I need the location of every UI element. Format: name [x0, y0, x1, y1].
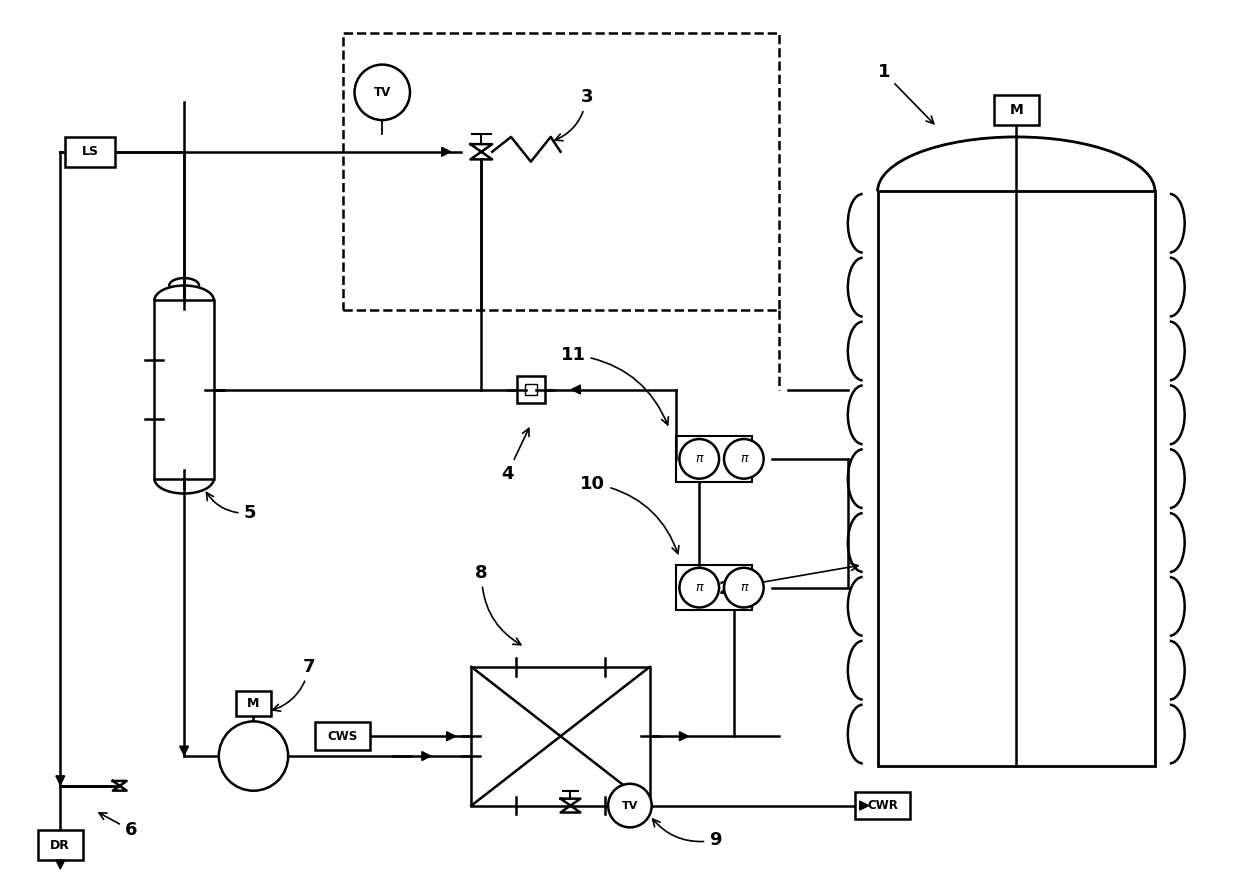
Text: 7: 7: [273, 658, 315, 711]
Bar: [66, 137, 115, 166]
Bar: [677, 565, 751, 611]
Text: M: M: [1009, 103, 1023, 117]
Bar: [342, 33, 779, 310]
Polygon shape: [422, 751, 430, 760]
Bar: [155, 300, 213, 478]
Polygon shape: [56, 860, 64, 869]
Bar: [471, 667, 650, 805]
Bar: [525, 383, 537, 396]
Circle shape: [218, 721, 288, 790]
Bar: [38, 830, 83, 860]
Text: 10: 10: [580, 475, 680, 554]
Bar: [677, 436, 751, 482]
Bar: [856, 792, 910, 820]
Polygon shape: [446, 732, 455, 741]
Polygon shape: [859, 801, 869, 810]
Text: TV: TV: [373, 86, 391, 99]
Text: DR: DR: [51, 838, 71, 852]
Circle shape: [608, 784, 652, 828]
Text: CWR: CWR: [867, 799, 898, 812]
Polygon shape: [572, 385, 580, 394]
Text: 5: 5: [206, 493, 257, 523]
Text: 9: 9: [652, 819, 722, 849]
Text: CWS: CWS: [327, 730, 358, 742]
Text: π: π: [696, 581, 703, 594]
Text: 8: 8: [475, 564, 521, 645]
Text: 1: 1: [878, 63, 934, 124]
Circle shape: [724, 568, 764, 607]
Text: π: π: [696, 453, 703, 465]
Bar: [878, 191, 1154, 766]
Circle shape: [724, 439, 764, 478]
Text: M: M: [247, 697, 259, 710]
Text: TV: TV: [621, 801, 639, 811]
Bar: [315, 723, 370, 750]
Text: 11: 11: [560, 346, 668, 425]
Bar: [236, 691, 270, 716]
Text: LS: LS: [82, 145, 98, 158]
Text: 4: 4: [501, 428, 529, 483]
Polygon shape: [680, 732, 688, 741]
Polygon shape: [180, 746, 188, 755]
Circle shape: [680, 439, 719, 478]
Text: π: π: [740, 581, 748, 594]
Circle shape: [680, 568, 719, 607]
Text: 6: 6: [99, 813, 138, 839]
Bar: [994, 95, 1039, 125]
Circle shape: [355, 65, 410, 120]
Text: 2: 2: [719, 564, 858, 597]
Text: 3: 3: [556, 88, 593, 140]
Text: π: π: [740, 453, 748, 465]
Bar: [517, 376, 544, 404]
Polygon shape: [56, 776, 64, 785]
Polygon shape: [441, 148, 450, 156]
